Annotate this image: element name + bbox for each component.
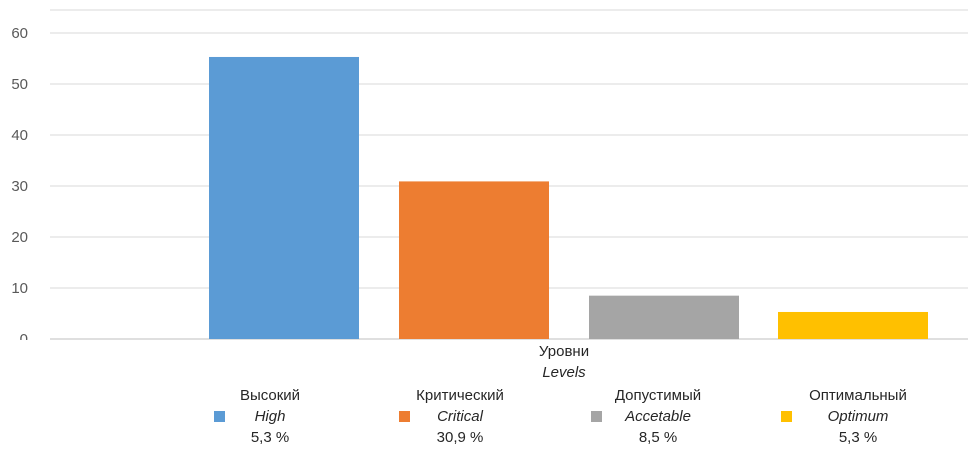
bars <box>209 56 928 339</box>
y-tick-label: 20 <box>11 229 28 246</box>
legend-label-en: Critical <box>437 408 483 425</box>
bar-critical <box>399 181 549 339</box>
bar-optimum <box>778 311 928 339</box>
legend-swatch <box>399 411 410 422</box>
y-axis-tick-labels: 0 10 20 30 40 50 60 <box>11 25 28 340</box>
legend-label-ru: Оптимальный <box>809 387 907 404</box>
y-tick-label: 10 <box>11 280 28 297</box>
legend-swatch <box>214 411 225 422</box>
bar-high <box>209 56 359 339</box>
legend-percent: 5,3 % <box>250 429 290 446</box>
y-tick-label: 30 <box>11 178 28 195</box>
y-tick-label: 60 <box>11 25 28 42</box>
legend-swatch <box>591 411 602 422</box>
legend-item-accetable: Допустимый Accetable 8,5 % <box>573 385 743 448</box>
bar-chart: 0 10 20 30 40 50 60 <box>11 9 968 340</box>
y-tick-label: 50 <box>11 76 28 93</box>
legend-percent: 5,3 % <box>838 429 878 446</box>
y-tick-label: 0 <box>20 331 28 340</box>
x-axis-label: Уровни <box>538 343 590 360</box>
bar-accetable <box>589 295 739 339</box>
legend-label-ru: Высокий <box>239 387 301 404</box>
x-axis-label-english: Levels <box>542 364 586 381</box>
legend-label-en: Optimum <box>827 408 889 425</box>
legend-item-optimum: Оптимальный Optimum 5,3 % <box>773 385 943 448</box>
legend-percent: 8,5 % <box>638 429 678 446</box>
legend-label-en: High <box>254 408 286 425</box>
legend-swatch <box>781 411 792 422</box>
legend-percent: 30,9 % <box>436 429 484 446</box>
legend-label-ru: Допустимый <box>614 387 702 404</box>
y-tick-label: 40 <box>11 127 28 144</box>
legend-label-en: Accetable <box>625 408 691 425</box>
legend-item-high: Высокий High 5,3 % <box>185 385 355 448</box>
legend-label-ru: Критический <box>416 387 504 404</box>
legend-item-critical: Критический Critical 30,9 % <box>375 385 545 448</box>
